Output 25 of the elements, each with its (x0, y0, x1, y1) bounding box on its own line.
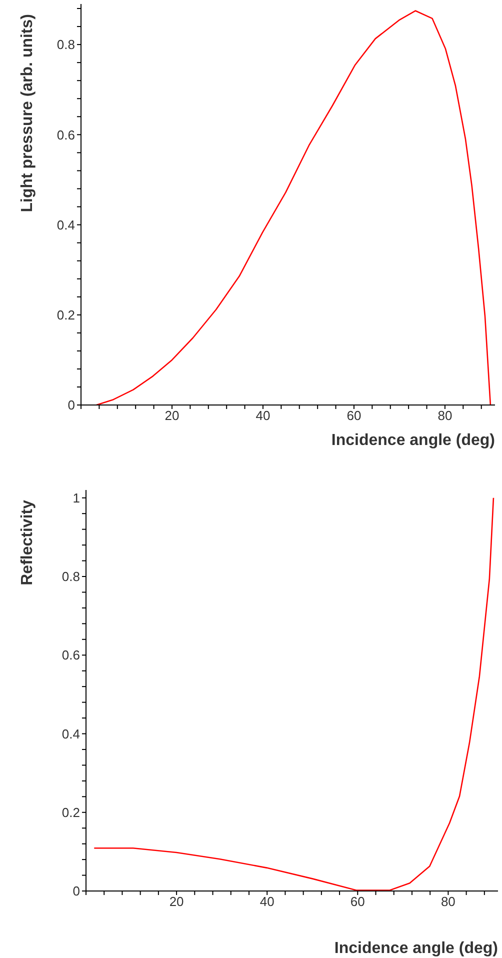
y-tick-label: 1 (72, 490, 80, 506)
x-tick-label: 20 (169, 894, 184, 910)
y-axis-title: Reflectivity (19, 500, 36, 586)
x-tick-label: 80 (438, 408, 452, 424)
y-tick-label: 0.6 (62, 648, 80, 663)
y-tick-label: 0.8 (56, 37, 75, 52)
x-tick-label: 20 (164, 408, 180, 424)
x-axis-title: Incidence angle (deg) (334, 940, 498, 957)
y-tick-label: 0.8 (62, 569, 80, 584)
y-tick-label: 0 (68, 398, 75, 413)
y-tick-label: 0 (72, 884, 80, 899)
y-tick-label: 0.2 (62, 804, 80, 820)
y-tick-label: 0.6 (56, 127, 75, 142)
line-series (94, 497, 494, 891)
x-tick-label: 40 (260, 894, 274, 910)
x-tick-label: 80 (440, 894, 456, 910)
x-tick-label: 60 (346, 408, 362, 424)
y-tick-label: 0.4 (62, 726, 80, 742)
x-tick-label: 60 (350, 894, 365, 910)
x-axis-title: Incidence angle (deg) (331, 432, 495, 449)
x-tick-label: 40 (256, 408, 270, 424)
line-series (96, 10, 492, 405)
y-tick-label: 0.2 (56, 308, 75, 323)
y-axis-title: Light pressure (arb. units) (19, 14, 36, 212)
y-tick-label: 0.4 (56, 217, 75, 232)
